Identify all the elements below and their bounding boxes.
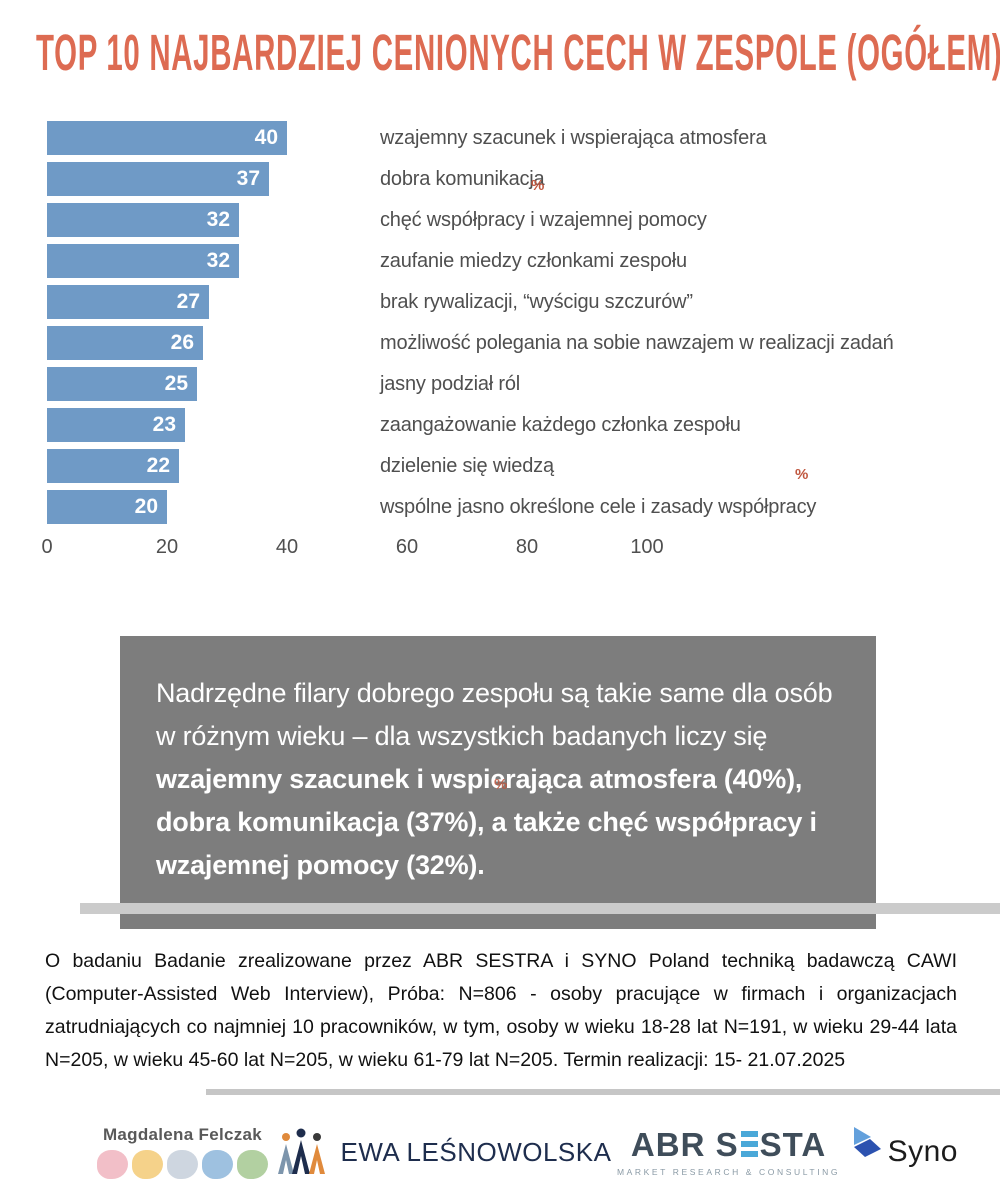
divider [206, 1089, 1000, 1095]
axis-tick-label: 0 [41, 536, 53, 558]
chart-rows: 40 wzajemny szacunek i wspierająca atmosf… [47, 118, 1000, 528]
watercolor-dot [237, 1150, 268, 1179]
bar-category-label: chęć współpracy i wzajemnej pomocy [380, 209, 707, 231]
bar: 23 [47, 408, 185, 442]
logo-ewa-lesnowolska: EWA LEŚNOWOLSKA [276, 1128, 612, 1176]
divider [80, 903, 1000, 914]
bar-category-label: jasny podział ról [380, 373, 521, 395]
bar-value-label: 23 [152, 413, 176, 436]
e-bars-icon [740, 1131, 758, 1157]
axis-tick-label: 60 [395, 536, 419, 558]
about-study-text: O badaniu Badanie zrealizowane przez ABR… [45, 950, 957, 1071]
logo-ewa-lesnowolska-name: EWA LEŚNOWOLSKA [340, 1136, 612, 1167]
summary-box: Nadrzędne filary dobrego zespołu są taki… [120, 636, 876, 929]
bar-category-label: wzajemny szacunek i wspierająca atmosfer… [380, 127, 767, 149]
page-title: TOP 10 NAJBARDZIEJ CENIONYCH CECH W ZESP… [36, 23, 1000, 82]
bar-category-label: brak rywalizacji, “wyścigu szczurów” [380, 291, 693, 313]
bar-value-label: 40 [254, 126, 278, 149]
bar-value-label: 25 [164, 372, 188, 395]
people-icon [277, 1128, 325, 1174]
title-wrap: TOP 10 NAJBARDZIEJ CENIONYCH CECH W ZESP… [0, 0, 1000, 100]
chart-row: 26 możliwość polegania na sobie nawzajem … [47, 323, 1000, 364]
watercolor-dot [167, 1150, 198, 1179]
chart-row: 32 zaufanie miedzy członkami zespołu [47, 241, 1000, 282]
chart-row: 37 dobra komunikacja [47, 159, 1000, 200]
percent-mark: % [494, 776, 508, 793]
bar-category-label: dobra komunikacja [380, 168, 545, 190]
bar-category-label: dzielenie się wiedzą [380, 455, 554, 477]
bar: 22 [47, 449, 179, 483]
axis-tick-label: 100 [630, 536, 664, 558]
chart-row: 23 zaangażowanie każdego członka zespołu [47, 405, 1000, 446]
bar: 40 [47, 121, 287, 155]
cube-icon [853, 1127, 881, 1157]
bar-value-label: 27 [176, 290, 200, 313]
bar: 27 [47, 285, 209, 319]
logo-magdalena-felczak-name: Magdalena Felczak [102, 1125, 263, 1144]
watercolor-dot [97, 1150, 128, 1179]
bar-value-label: 20 [134, 495, 158, 518]
chart-row: 40 wzajemny szacunek i wspierająca atmosf… [47, 118, 1000, 159]
axis-tick-label: 80 [515, 536, 539, 558]
logo-syno-name: Syno [887, 1135, 958, 1168]
axis-tick-label: 20 [155, 536, 179, 558]
abr-name-suffix: STA [759, 1125, 827, 1163]
bar: 32 [47, 203, 239, 237]
watercolor-dots-icon [95, 1150, 270, 1179]
summary-text-bold: wzajemny szacunek i wspierająca atmosfer… [156, 764, 817, 880]
chart-row: 20 wspólne jasno określone cele i zasady … [47, 487, 1000, 528]
bar-value-label: 37 [236, 167, 260, 190]
logos-row: Magdalena Felczak EWA LEŚNOWOLSKA ABR S … [0, 1125, 1000, 1179]
chart-x-axis: 0 20 40 60 80 100 [41, 528, 1000, 570]
logo-abr-sesta-tagline: MARKET RESEARCH & CONSULTING [616, 1166, 841, 1177]
summary-text-regular: Nadrzędne filary dobrego zespołu są taki… [156, 678, 833, 751]
bar-value-label: 22 [146, 454, 170, 477]
bar-value-label: 32 [206, 249, 230, 272]
bar: 25 [47, 367, 197, 401]
bar-value-label: 26 [170, 331, 194, 354]
bar: 26 [47, 326, 203, 360]
logo-magdalena-felczak: Magdalena Felczak [95, 1125, 270, 1179]
axis-tick-label: 40 [275, 536, 299, 558]
bar-category-label: zaufanie miedzy członkami zespołu [380, 250, 687, 272]
watercolor-dot [202, 1150, 233, 1179]
bar-category-label: zaangażowanie każdego członka zespołu [380, 414, 741, 436]
bar: 32 [47, 244, 239, 278]
bar-category-label: wspólne jasno określone cele i zasady ws… [380, 496, 817, 518]
logo-abr-sesta-name: ABR S STA [631, 1128, 826, 1161]
summary-text: Nadrzędne filary dobrego zespołu są taki… [156, 672, 840, 887]
bar: 20 [47, 490, 167, 524]
bar-category-label: możliwość polegania na sobie nawzajem w … [380, 332, 894, 354]
chart-row: 25 jasny podział ról [47, 364, 1000, 405]
bar: 37 [47, 162, 269, 196]
bar-chart: 40 wzajemny szacunek i wspierająca atmosf… [41, 118, 1000, 570]
abr-name-prefix: ABR S [630, 1125, 739, 1163]
chart-row: 32 chęć współpracy i wzajemnej pomocy [47, 200, 1000, 241]
chart-row: 27 brak rywalizacji, “wyścigu szczurów” [47, 282, 1000, 323]
percent-mark: % [531, 177, 545, 194]
logo-abr-sesta: ABR S STA MARKET RESEARCH & CONSULTING [617, 1128, 840, 1177]
percent-mark: % [795, 466, 809, 483]
bar-value-label: 32 [206, 208, 230, 231]
chart-row: 22 dzielenie się wiedzą [47, 446, 1000, 487]
watercolor-dot [132, 1150, 163, 1179]
logo-syno: Syno [846, 1127, 958, 1169]
